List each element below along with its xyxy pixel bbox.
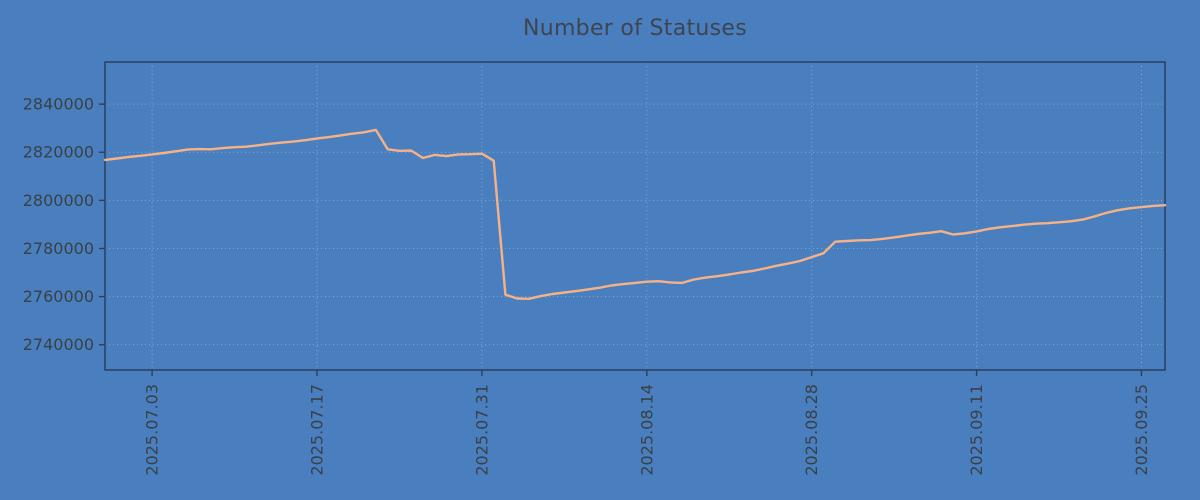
- series-line-statuses: [103, 128, 1167, 300]
- y-tick-label: 2820000: [23, 143, 94, 162]
- y-tick-label: 2740000: [23, 335, 94, 354]
- x-tick-label: 2025.09.25: [1132, 384, 1151, 476]
- x-tick-label: 2025.07.31: [472, 384, 491, 476]
- y-tick-label: 2760000: [23, 287, 94, 306]
- x-tick-label: 2025.09.11: [967, 384, 986, 476]
- plot-frame: [104, 61, 1166, 371]
- chart-title: Number of Statuses: [522, 16, 748, 41]
- x-tick-label: 2025.07.17: [308, 384, 327, 476]
- x-tick-label: 2025.08.28: [802, 384, 821, 476]
- y-tick-label: 2800000: [23, 191, 94, 210]
- y-tick-label: 2840000: [23, 95, 94, 114]
- x-tick-label: 2025.07.03: [143, 384, 162, 476]
- y-tick-label: 2780000: [23, 239, 94, 258]
- x-tick-label: 2025.08.14: [637, 384, 656, 476]
